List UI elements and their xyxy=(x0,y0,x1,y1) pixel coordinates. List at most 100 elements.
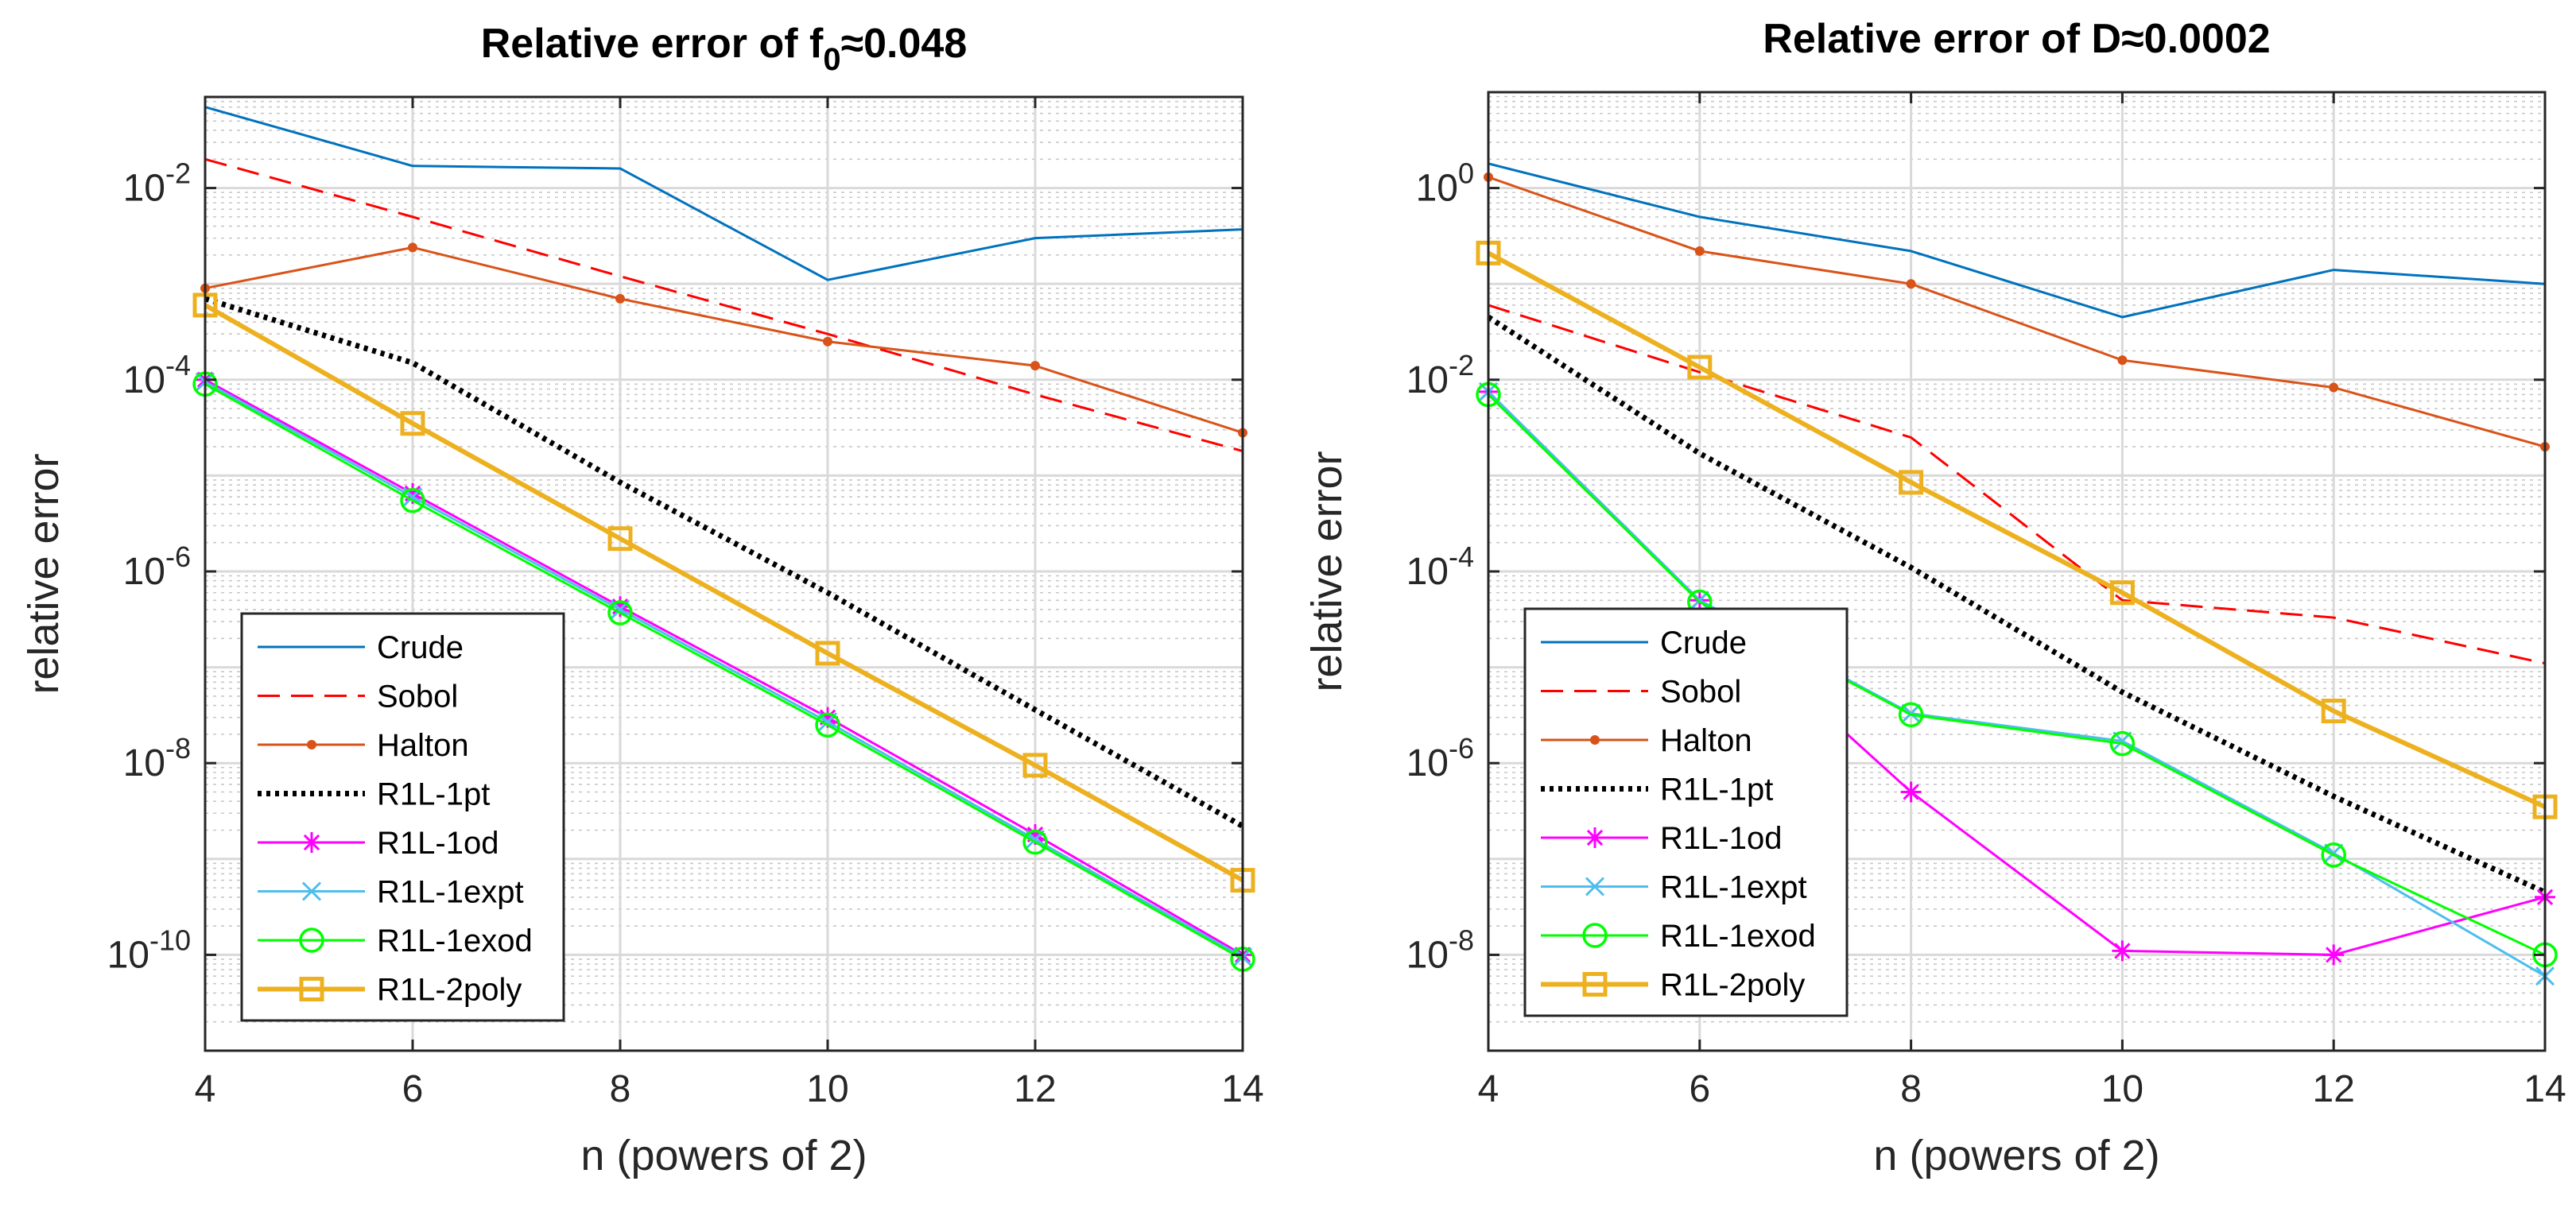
series-line-r1l-2poly xyxy=(1487,250,2547,809)
legend-marker xyxy=(1590,735,1600,745)
y-tick-label: 10-4 xyxy=(1406,540,1474,593)
series-line-halton xyxy=(1488,176,2546,448)
legend-entry-sobol: Sobol xyxy=(258,680,458,714)
data-point-r1l-1exod xyxy=(1022,829,1048,855)
data-point-r1l-2poly xyxy=(1687,354,1713,380)
data-point-halton xyxy=(1030,361,1040,371)
series-line-r1l-1expt xyxy=(204,381,1243,958)
x-tick-label: 12 xyxy=(1014,1068,1056,1110)
series-line-crude xyxy=(204,106,1243,281)
legend-entry-crude: Crude xyxy=(1541,625,1747,660)
legend-marker xyxy=(299,927,324,953)
series-line-sobol xyxy=(1488,304,2546,665)
data-point-r1l-1od xyxy=(1900,781,1922,803)
chart-title: Relative error of f0≈0.048 xyxy=(481,21,968,77)
legend-entry-r1l-1od: R1L-1od xyxy=(1541,821,1782,856)
legend-label: R1L-1expt xyxy=(377,875,524,910)
data-point-r1l-1od xyxy=(2112,940,2133,962)
series-sobol xyxy=(1488,304,2546,665)
data-point-r1l-1od xyxy=(1025,824,1046,846)
legend-entry-halton: Halton xyxy=(1541,723,1752,758)
series-line-r1l-2poly xyxy=(204,303,1244,883)
x-tick-label: 14 xyxy=(1221,1068,1263,1110)
data-point-r1l-1od xyxy=(610,596,630,618)
legend-box xyxy=(1523,607,1849,1017)
data-point-r1l-1exod xyxy=(1898,702,1924,728)
x-tick-label: 8 xyxy=(610,1068,631,1110)
legend-marker xyxy=(301,832,322,853)
data-point-r1l-2poly xyxy=(815,641,840,666)
legend-entry-r1l-2poly: R1L-2poly xyxy=(258,973,522,1008)
x-tick-label: 12 xyxy=(2313,1068,2355,1110)
x-tick-label: 6 xyxy=(402,1068,424,1110)
data-point-halton xyxy=(1694,246,1705,256)
x-axis-label: n (powers of 2) xyxy=(580,1132,867,1179)
legend-marker xyxy=(301,881,322,901)
series-line-r1l-1exod xyxy=(1487,393,2546,956)
legend-label: R1L-2poly xyxy=(377,973,522,1008)
legend-entry-r1l-1exod: R1L-1exod xyxy=(258,924,533,958)
data-point-r1l-1od xyxy=(402,482,423,504)
y-tick-label: 10-8 xyxy=(123,732,191,784)
legend-entry-halton: Halton xyxy=(258,728,469,763)
legend-label: Sobol xyxy=(1660,675,1741,710)
y-tick-label: 10-8 xyxy=(1406,924,1474,976)
legend-entry-r1l-1pt: R1L-1pt xyxy=(1541,773,1773,807)
data-point-r1l-2poly xyxy=(2109,580,2135,606)
legend-entry-r1l-1pt: R1L-1pt xyxy=(258,777,490,812)
legend-label: R1L-1od xyxy=(377,826,499,861)
legend-marker xyxy=(1582,923,1608,948)
chart-title: Relative error of D≈0.0002 xyxy=(1763,16,2270,62)
legend-label: R1L-2poly xyxy=(1660,968,1805,1003)
data-point-r1l-1exod xyxy=(815,712,840,738)
x-tick-label: 4 xyxy=(195,1068,216,1110)
x-tick-label: 4 xyxy=(1478,1068,1499,1110)
series-sobol xyxy=(204,157,1243,453)
axes-box xyxy=(204,95,1244,1052)
x-tick-label: 8 xyxy=(1900,1068,1922,1110)
grid xyxy=(204,97,1244,1051)
series-line-r1l-1pt xyxy=(1487,315,2547,895)
legend-marker xyxy=(1585,877,1605,897)
legend-entry-r1l-2poly: R1L-2poly xyxy=(1541,968,1805,1003)
legend-label: Halton xyxy=(377,728,469,763)
x-axis-label: n (powers of 2) xyxy=(1873,1132,2159,1179)
right-chart-panel: 4 6 8 10 12 14 10-8 10-6 10-4 10-2 100 n (powers of… xyxy=(1303,16,2566,1179)
data-point-r1l-1exod xyxy=(400,487,425,513)
series-line-halton xyxy=(204,246,1243,434)
data-point-halton xyxy=(2329,382,2339,393)
series-line-r1l-1expt xyxy=(1487,390,2546,978)
legend-label: R1L-1expt xyxy=(1660,870,1807,905)
legend-label: R1L-1exod xyxy=(377,924,533,958)
series-line-r1l-1od xyxy=(204,378,1243,956)
x-tick-label: 10 xyxy=(806,1068,848,1110)
y-tick-label: 10-4 xyxy=(123,349,191,401)
data-point-r1l-2poly xyxy=(1899,470,1924,495)
legend-entry-crude: Crude xyxy=(258,630,464,665)
series-crude xyxy=(1488,162,2546,319)
legend-entry-r1l-1exod: R1L-1exod xyxy=(1541,919,1816,954)
data-point-r1l-2poly xyxy=(2321,699,2346,724)
data-point-halton xyxy=(408,242,417,253)
legend-marker xyxy=(1585,827,1605,848)
y-tick-label: 10-6 xyxy=(123,540,191,593)
legend-entry-r1l-1expt: R1L-1expt xyxy=(258,875,524,910)
legend-label: Crude xyxy=(377,630,464,665)
data-point-r1l-1od xyxy=(817,707,838,728)
legend-marker xyxy=(1582,972,1608,997)
legend-marker xyxy=(307,740,316,749)
legend-label: R1L-1exod xyxy=(1660,919,1816,954)
legend-entry-sobol: Sobol xyxy=(1541,675,1741,710)
y-tick-label: 10-2 xyxy=(123,157,191,210)
legend-label: R1L-1od xyxy=(1660,821,1782,856)
legend-marker xyxy=(299,977,324,1001)
left-chart-panel: 4 6 8 10 12 14 10-10 10-8 10-6 10-4 10-2 n (powers … xyxy=(20,21,1264,1179)
legend-label: Sobol xyxy=(377,680,458,714)
y-tick-label: 10-6 xyxy=(1406,732,1474,784)
data-point-r1l-1od xyxy=(2323,944,2345,966)
data-point-halton xyxy=(823,336,832,347)
series-line-r1l-1exod xyxy=(204,382,1243,961)
legend-label: R1L-1pt xyxy=(1660,773,1773,807)
series-line-sobol xyxy=(204,157,1243,453)
series-r1l-1pt xyxy=(1487,315,2547,895)
